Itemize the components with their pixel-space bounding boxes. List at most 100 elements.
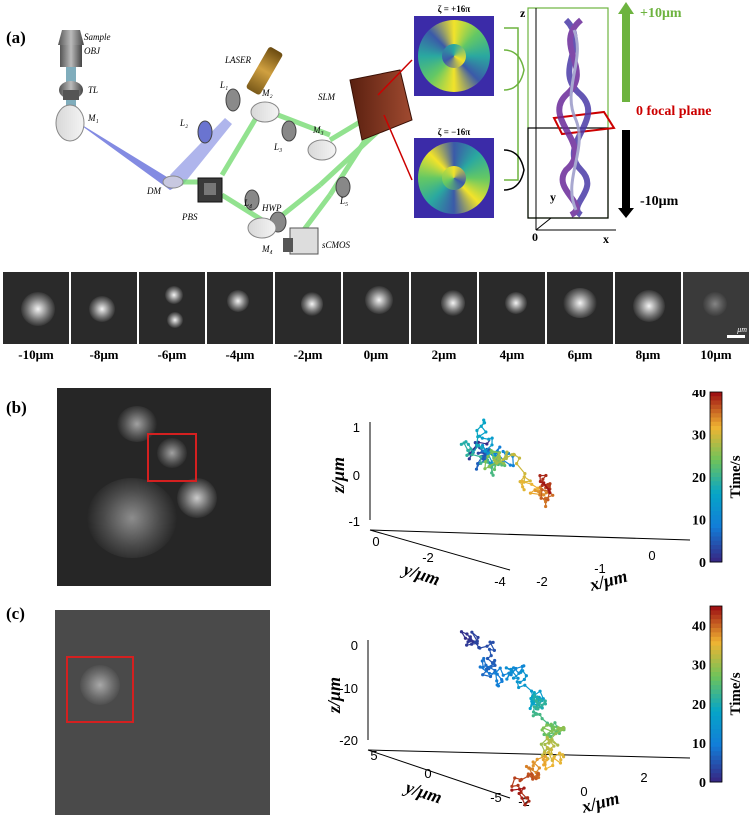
z-tick-label: -20 — [339, 733, 358, 748]
strip-image — [207, 272, 273, 344]
z-axis-label: z/μm — [328, 457, 348, 494]
trajectory-point — [480, 659, 484, 663]
colorbar-tick-label: 10 — [692, 737, 706, 752]
trajectory-point — [493, 658, 497, 663]
strip-image — [343, 272, 409, 344]
micrograph-c — [55, 610, 270, 815]
trajectory-segment — [479, 666, 490, 674]
trajectory-point — [491, 640, 495, 644]
label-sample: Sample — [84, 32, 111, 42]
label-m1: M₁ — [88, 113, 99, 123]
trajectory-point — [479, 455, 483, 459]
trajectory-point — [482, 418, 486, 422]
strip-image — [479, 272, 545, 344]
x-tick-label: 2 — [640, 770, 647, 785]
strip-label: 4μm — [499, 347, 525, 362]
trajectory-point — [523, 471, 527, 476]
z-tick-label: -1 — [348, 514, 360, 529]
panel-b-label: (b) — [6, 398, 27, 417]
phase-mask-minus — [414, 138, 494, 218]
trajectory-point — [510, 788, 514, 792]
strip-image — [71, 272, 137, 344]
trajectory-segment — [502, 454, 513, 461]
label-l3: L₃ — [274, 142, 283, 152]
trajectory-point — [534, 699, 538, 703]
z-tick-label: 0 — [351, 638, 358, 653]
trajectory-3d-c: 0-10-2050-5-202z/μmy/μmx/μm403020100Time… — [324, 605, 744, 817]
colorbar-tick-label: 0 — [699, 556, 706, 571]
trajectory-point — [487, 671, 492, 676]
psf-axis-x: x — [603, 232, 609, 246]
colorbar-tick-label: 10 — [692, 514, 706, 529]
label-l5: L₅ — [340, 196, 349, 206]
strip-label: 2μm — [431, 347, 457, 362]
psf-3d-view — [503, 2, 634, 231]
trajectory-point — [544, 504, 548, 509]
panel-a-label: (a) — [6, 28, 26, 47]
label-pbs: PBS — [182, 212, 198, 222]
trajectory-segment — [543, 482, 551, 494]
colorbar-tick-label: 20 — [692, 698, 706, 713]
x-tick-label: 0 — [580, 784, 587, 799]
colorbar: 40 30 20 10 0 Time/s — [692, 390, 744, 571]
trajectory-point — [543, 702, 548, 706]
trajectory-point — [532, 705, 536, 709]
trajectory-point — [542, 750, 546, 755]
focal-plane-label: 0 focal plane — [636, 104, 712, 119]
z-axis-label: z/μm — [324, 677, 344, 714]
phase-plus-label: ζ = +16π — [437, 4, 471, 14]
trajectory-point — [465, 453, 469, 457]
label-slm: SLM — [318, 92, 336, 102]
trajectory-point — [517, 787, 522, 791]
roi-box — [147, 433, 197, 482]
colorbar-tick-label: 30 — [692, 659, 706, 674]
x-tick-label: -1 — [594, 561, 606, 576]
strip-label: -6μm — [157, 347, 187, 362]
axes — [367, 640, 691, 799]
label-obj: OBJ — [84, 46, 100, 56]
trajectory-point — [558, 751, 562, 755]
trajectory-point — [491, 473, 495, 477]
colorbar-tick-label: 30 — [692, 429, 706, 444]
range-bottom-label: -10μm — [640, 194, 679, 209]
trajectory-point — [546, 498, 550, 502]
trajectory-segment — [476, 422, 485, 431]
label-m4: M₄ — [262, 244, 273, 254]
colorbar-tick-label: 40 — [692, 620, 706, 635]
label-hwp: HWP — [262, 203, 282, 213]
trajectory-point — [539, 496, 543, 500]
trajectory-point — [529, 689, 534, 693]
trajectory-point — [556, 726, 560, 730]
trajectory-segment — [522, 480, 532, 485]
y-tick-label: 0 — [372, 534, 379, 549]
strip-image — [139, 272, 205, 344]
strip-label: -4μm — [225, 347, 255, 362]
colorbar-tick-label: 0 — [699, 776, 706, 791]
scale-bar-label: μm — [737, 325, 747, 334]
strip-image — [275, 272, 341, 344]
strip-label: 0μm — [363, 347, 389, 362]
strip-image: μm — [683, 272, 749, 344]
scale-bar — [727, 335, 745, 338]
y-tick-label: 5 — [370, 748, 377, 763]
psf-axis-y: y — [550, 190, 556, 204]
label-dm: DM — [147, 186, 161, 196]
trajectory-point — [490, 443, 494, 447]
x-tick-label: -2 — [536, 574, 548, 589]
trajectory — [459, 418, 555, 509]
z-tick-label: 0 — [353, 468, 360, 483]
strip-label: 6μm — [567, 347, 593, 362]
micrograph-b — [57, 388, 271, 586]
strip-image — [547, 272, 613, 344]
label-scmos: sCMOS — [322, 240, 351, 250]
trajectory-point — [540, 487, 544, 492]
trajectory-point — [508, 463, 512, 467]
trajectory — [459, 630, 566, 807]
strip-label: 10μm — [700, 347, 732, 362]
label-m3: M₃ — [313, 125, 324, 135]
trajectory-point — [532, 697, 536, 701]
trajectory-point — [528, 491, 533, 495]
trajectory-point — [531, 714, 535, 718]
colorbar-label: Time/s — [728, 455, 744, 498]
y-axis-label: y/μm — [399, 558, 442, 589]
